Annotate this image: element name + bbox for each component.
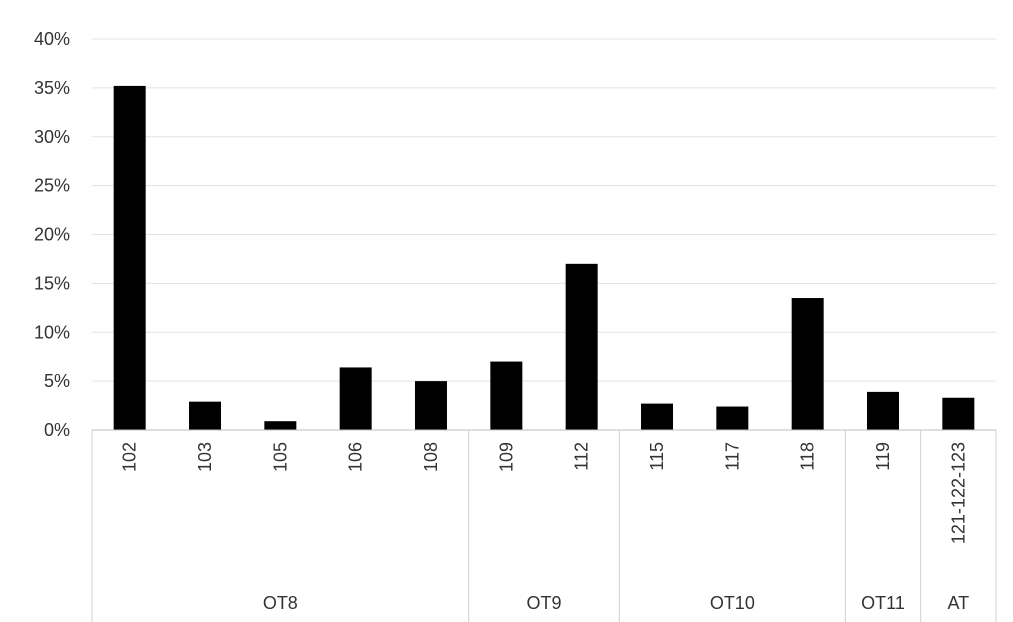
y-tick-label: 5%: [44, 371, 70, 391]
x-axis-group-labels: OT8 OT9 OT10 OT11 AT: [263, 593, 969, 613]
bar: [641, 403, 673, 430]
bar: [867, 391, 899, 430]
x-category-label: 121-122-123: [948, 442, 968, 544]
x-category-label: 109: [496, 442, 516, 472]
bar: [264, 421, 297, 430]
bar: [189, 401, 221, 430]
y-tick-label: 15%: [34, 273, 70, 293]
x-category-label: 119: [873, 442, 893, 471]
y-tick-label: 20%: [34, 225, 70, 245]
y-tick-label: 0%: [44, 420, 70, 440]
x-category-label: 117: [722, 442, 742, 471]
x-category-label: 112: [572, 442, 592, 471]
bar: [791, 298, 824, 430]
y-tick-label: 10%: [34, 322, 70, 342]
bar: [565, 263, 598, 430]
y-tick-label: 35%: [34, 78, 70, 98]
bar: [339, 367, 372, 430]
x-group-label: AT: [947, 593, 969, 613]
x-category-label: 108: [421, 442, 441, 472]
x-category-label: 103: [195, 442, 215, 472]
bar: [716, 406, 749, 430]
x-category-label: 118: [798, 442, 818, 471]
bar: [942, 397, 975, 430]
x-group-label: OT9: [526, 593, 561, 613]
x-category-label: 102: [120, 442, 140, 472]
bar: [415, 381, 447, 430]
x-group-label: OT11: [861, 593, 905, 613]
gridlines: [92, 38, 996, 382]
y-tick-label: 30%: [34, 127, 70, 147]
bars: [113, 85, 975, 431]
y-axis-tick-labels: 0% 5% 10% 15% 20% 25% 30% 35% 40%: [34, 29, 70, 440]
x-axis-category-labels: 102 103 105 106 108 109 112 115 117 118 119 121-122…: [120, 442, 969, 544]
y-tick-label: 40%: [34, 29, 70, 49]
bar: [490, 361, 523, 430]
x-category-label: 106: [346, 442, 366, 472]
y-tick-label: 25%: [34, 176, 70, 196]
bar: [113, 85, 146, 431]
x-group-label: OT8: [263, 593, 298, 613]
x-category-label: 115: [647, 442, 667, 471]
x-group-label: OT10: [710, 593, 755, 613]
x-axis: [91, 429, 997, 622]
x-category-label: 105: [270, 442, 290, 472]
